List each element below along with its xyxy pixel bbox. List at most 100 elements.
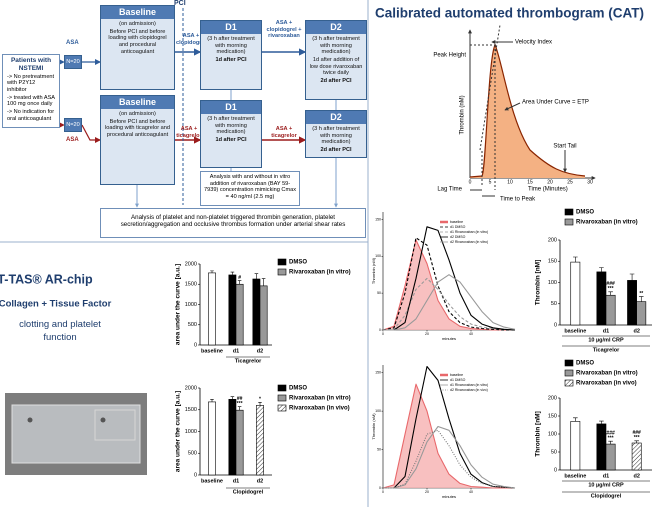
y-axis-label: Thrombin (nM) bbox=[371, 257, 376, 284]
y-axis-label: Thrombin [nM] bbox=[535, 260, 542, 306]
criterion: -> No indication for oral anticoagulant bbox=[7, 109, 55, 122]
bar bbox=[228, 274, 237, 346]
criterion: -> No pretreatment with P2Y12 inhibitor bbox=[7, 73, 55, 93]
visit-title: Baseline bbox=[101, 6, 174, 19]
line bbox=[382, 239, 515, 331]
visit-when: (3 h after treatment with morning medica… bbox=[312, 125, 360, 146]
x-tick-label: d1 bbox=[603, 328, 609, 334]
bar bbox=[570, 261, 581, 326]
visit-box: D2 (3 h after treatment with morning med… bbox=[305, 20, 367, 100]
y-tick-label: 100 bbox=[375, 254, 381, 258]
visit-box: D2 (3 h after treatment with morning med… bbox=[305, 110, 367, 158]
bar bbox=[235, 283, 244, 346]
bar bbox=[208, 401, 216, 476]
x-tick-label: 40 bbox=[469, 332, 473, 336]
legend-label: DMSO bbox=[289, 260, 307, 266]
x-tick-label: baseline bbox=[201, 478, 223, 484]
error-bar bbox=[254, 273, 259, 279]
y-tick-label: 0 bbox=[554, 467, 557, 473]
cat-label: Velocity Index bbox=[515, 40, 552, 46]
line bbox=[382, 277, 516, 331]
legend-swatch bbox=[564, 208, 574, 216]
y-tick-label: 150 bbox=[548, 413, 557, 419]
y-axis-label: area under the curve [a.u.] bbox=[175, 391, 182, 472]
legend-swatch bbox=[277, 404, 287, 412]
cat-tick-label: 10 bbox=[507, 179, 513, 185]
y-axis-label: Thrombin [nM] bbox=[535, 411, 542, 457]
y-tick-label: 0 bbox=[194, 472, 197, 478]
legend-swatch bbox=[277, 268, 287, 276]
legend-label: DMSO bbox=[576, 361, 594, 367]
bar bbox=[228, 399, 237, 476]
significance-label: ## bbox=[237, 396, 243, 402]
y-axis-label: area under the curve [a.u.] bbox=[175, 264, 182, 345]
legend-swatch bbox=[564, 369, 574, 377]
x-axis-label: minutes bbox=[442, 494, 456, 499]
visit-title: D2 bbox=[306, 111, 366, 124]
x-tick-label: baseline bbox=[564, 473, 586, 479]
x-tick-label: baseline bbox=[201, 348, 223, 354]
y-tick-label: 0 bbox=[194, 342, 197, 348]
ttas-subtitle: Collagen + Tissue Factor bbox=[0, 299, 112, 310]
analysis-box: Analysis of platelet and non-platelet tr… bbox=[100, 208, 366, 238]
flow-arrows bbox=[59, 8, 338, 208]
line bbox=[383, 429, 516, 489]
arm-drug: ASA bbox=[66, 137, 79, 143]
y-tick-label: 150 bbox=[548, 259, 557, 265]
significance-label: *** bbox=[608, 436, 614, 442]
visit-note: 2d after PCI bbox=[320, 146, 352, 153]
visit-title: D1 bbox=[201, 101, 261, 114]
group-label: Ticagrelor bbox=[235, 358, 262, 364]
y-tick-label: 200 bbox=[548, 237, 557, 243]
x-tick-label: d1 bbox=[233, 348, 239, 354]
legend-label: Rivaroxaban (in vitro) bbox=[576, 220, 638, 226]
y-tick-label: 1500 bbox=[185, 282, 197, 288]
visit-when: (3 h after treatment with morning medica… bbox=[312, 35, 360, 56]
error-bar bbox=[230, 396, 235, 400]
visit-box: Baseline (on admission) Before PCI and b… bbox=[100, 95, 175, 185]
visit-detail: 1d after PCI bbox=[215, 56, 247, 63]
x-tick-label: 40 bbox=[469, 490, 473, 494]
visit-note: 2d after PCI bbox=[320, 78, 352, 85]
arm-drug: ASA bbox=[66, 40, 79, 46]
cat-tick-label: 15 bbox=[527, 179, 533, 185]
x-tick-label: d2 bbox=[257, 348, 263, 354]
bar bbox=[631, 442, 642, 471]
visit-note: 1d after addition of low dose rivaroxaba… bbox=[309, 56, 363, 77]
legend-label: d2 Rivaroxaban (in vitro) bbox=[450, 240, 488, 244]
error-bar bbox=[258, 402, 262, 406]
visit-box: Baseline (on admission) Before PCI and b… bbox=[100, 5, 175, 90]
bar bbox=[570, 421, 581, 471]
treatment-step: ASA + clopidogrel bbox=[176, 33, 207, 46]
legend-label: d2 Rivaroxaban (in vivo) bbox=[450, 388, 488, 392]
group-label: Clopidogrel bbox=[591, 493, 622, 499]
legend-label: baseline bbox=[450, 373, 463, 377]
ttas-title: T-TAS® AR-chip bbox=[0, 272, 93, 286]
legend-swatch bbox=[564, 359, 574, 367]
y-tick-label: 500 bbox=[188, 322, 197, 328]
cat-tick-label: 20 bbox=[547, 179, 553, 185]
y-tick-label: 2000 bbox=[185, 385, 197, 391]
chip-photo bbox=[5, 393, 147, 475]
error-bar bbox=[629, 273, 635, 281]
n-box: N=20 bbox=[64, 55, 82, 69]
x-tick-label: 0 bbox=[382, 490, 384, 494]
legend-label: Rivaroxaban (in vivo) bbox=[289, 406, 350, 412]
bar bbox=[636, 301, 647, 326]
visit-title: Baseline bbox=[101, 96, 174, 109]
cat-title: Calibrated automated thrombogram (CAT) bbox=[375, 6, 644, 21]
y-tick-label: 0 bbox=[379, 486, 381, 490]
error-bar bbox=[237, 406, 242, 411]
significance-label: * bbox=[259, 397, 261, 403]
n-box: N=20 bbox=[64, 118, 82, 132]
cat-tick-label: 30 bbox=[587, 179, 593, 185]
legend-swatch bbox=[277, 258, 287, 266]
patients-title: Patients with NSTEMI bbox=[10, 57, 52, 72]
in-vitro-box: Analysis with and without in vitro addit… bbox=[200, 171, 300, 206]
area bbox=[383, 384, 515, 488]
line bbox=[383, 274, 516, 331]
line bbox=[382, 383, 515, 489]
x-tick-label: 0 bbox=[382, 332, 384, 336]
y-tick-label: 1000 bbox=[185, 302, 197, 308]
